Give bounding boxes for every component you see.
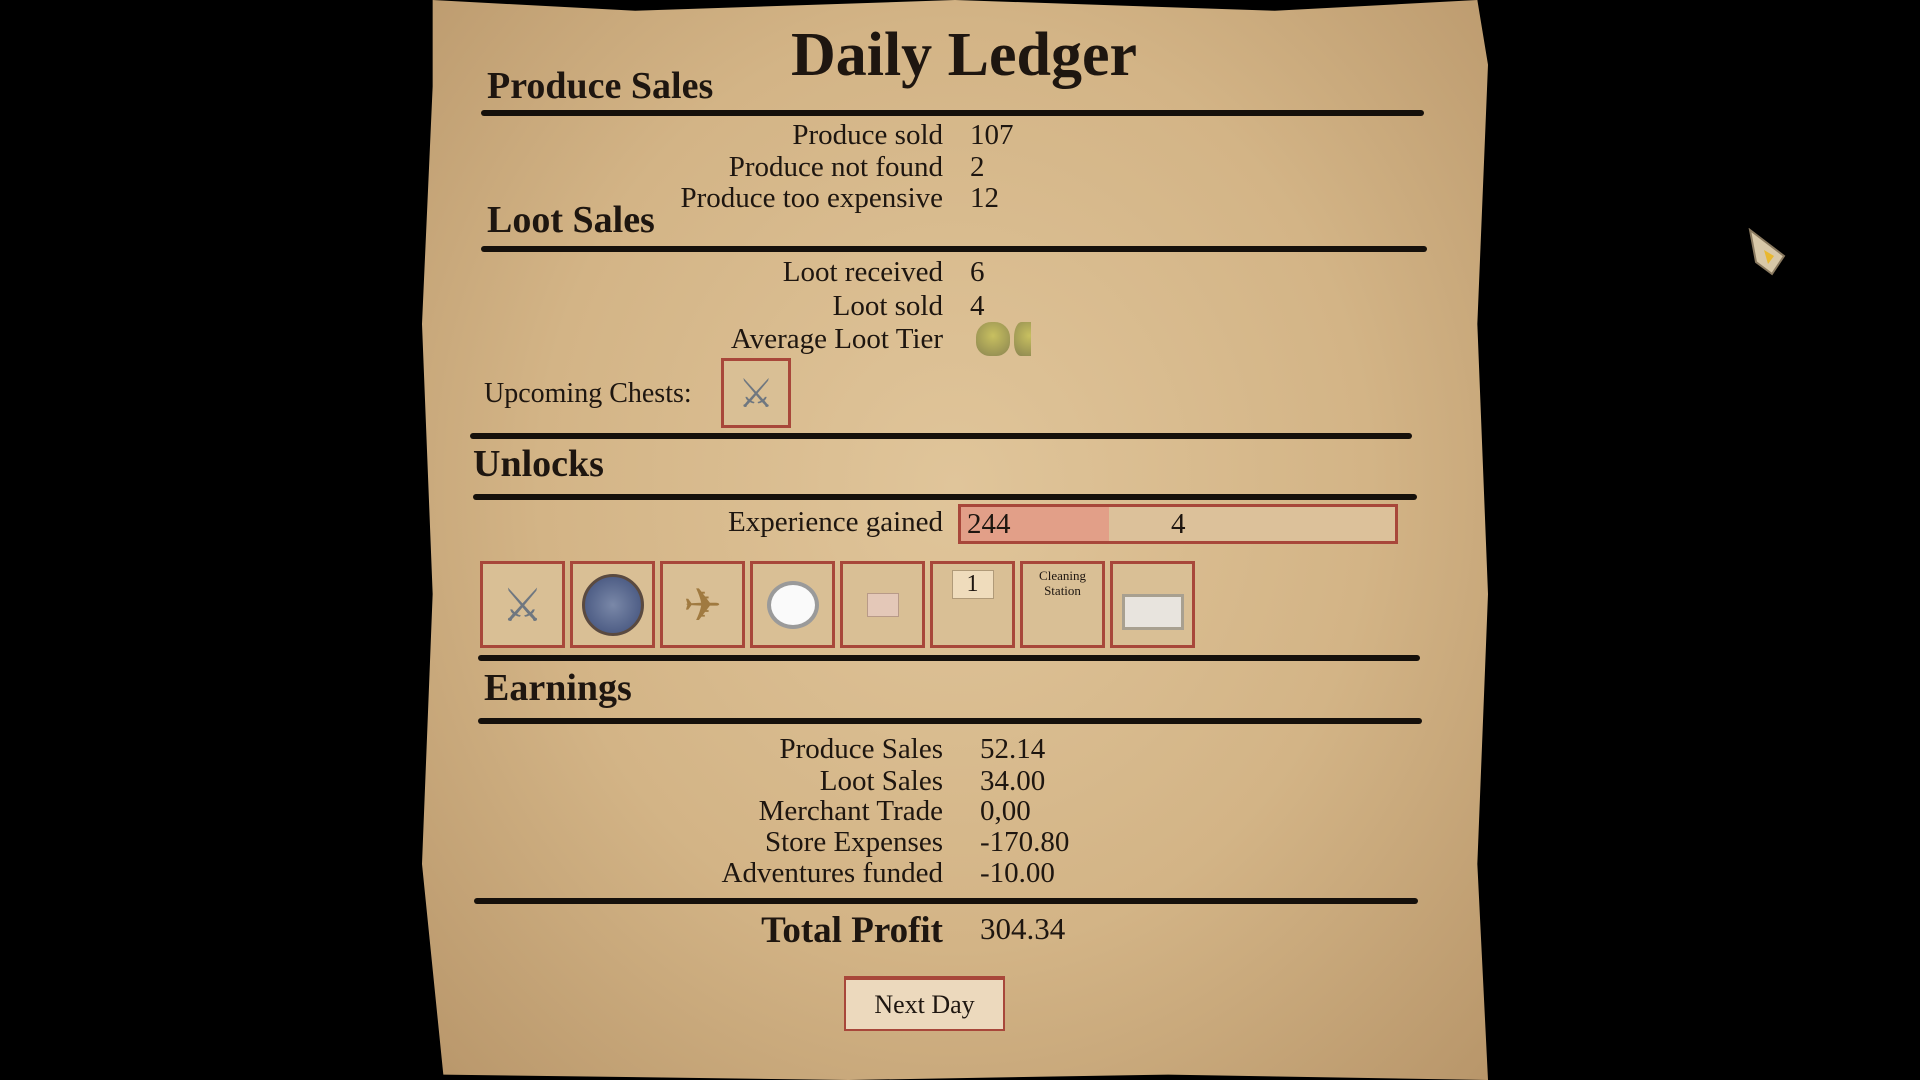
earnings-expenses-label: Store Expenses [765,826,943,858]
earnings-expenses-value: -170.80 [980,826,1070,858]
total-profit-label: Total Profit [761,910,943,951]
fish-icon: ✈ [683,579,722,631]
divider [470,433,1412,439]
shelf-count: 1 [951,570,994,599]
loot-received-label: Loot received [782,256,943,288]
loot-sold-label: Loot sold [832,290,943,322]
bowl-icon [766,580,819,629]
unlock-slot[interactable]: ✈ [660,561,745,648]
unlock-slot[interactable]: ⚔ [480,561,565,648]
experience-bar-fill [961,507,1109,541]
unlock-slot[interactable] [570,561,655,648]
experience-value: 244 [967,508,1011,540]
cleaning-station-icon: Cleaning Station [1039,568,1086,598]
earnings-produce-label: Produce Sales [779,733,944,765]
produce-sold-label: Produce sold [792,119,943,151]
unlock-slot[interactable] [750,561,835,648]
divider [474,898,1418,904]
loot-tier-display [976,322,1031,356]
shield-icon [581,573,644,636]
crate-icon [1121,593,1184,630]
unlock-slot[interactable] [840,561,925,648]
unlocks-heading: Unlocks [473,443,604,485]
experience-label: Experience gained [728,506,943,538]
earnings-heading: Earnings [484,667,632,709]
produce-too-expensive-value: 12 [970,182,999,214]
upcoming-chest-slot[interactable]: ⚔ [721,358,791,428]
produce-not-found-value: 2 [970,151,985,183]
crossed-swords-icon: ⚔ [501,579,544,631]
stool-icon [866,592,899,617]
earnings-loot-label: Loot Sales [819,765,943,797]
loot-received-value: 6 [970,256,985,288]
earnings-loot-value: 34.00 [980,765,1046,797]
page-title: Daily Ledger [790,21,1138,89]
earnings-produce-value: 52.14 [980,733,1046,765]
cursor-icon [1748,227,1788,278]
coin-bag-icon [1014,322,1031,356]
produce-heading: Produce Sales [487,65,714,107]
divider [473,494,1417,500]
average-loot-tier-label: Average Loot Tier [730,323,943,355]
earnings-merchant-value: 0,00 [980,795,1031,827]
total-profit-value: 304.34 [980,911,1066,946]
loot-sold-value: 4 [970,290,985,322]
coin-bag-icon [976,322,1010,356]
experience-level: 4 [1171,508,1186,540]
unlock-slot[interactable] [1110,561,1195,648]
experience-bar: 244 4 [958,504,1398,544]
earnings-adventures-label: Adventures funded [721,857,943,889]
earnings-adventures-value: -10.00 [980,857,1055,889]
unlock-slot[interactable]: Cleaning Station [1020,561,1105,648]
earnings-merchant-label: Merchant Trade [758,795,943,827]
next-day-button[interactable]: Next Day [844,976,1005,1031]
loot-heading: Loot Sales [487,199,655,241]
crossed-swords-icon: ⚔ [738,370,774,416]
divider [478,718,1422,724]
upcoming-chests-label: Upcoming Chests: [484,378,692,409]
produce-sold-value: 107 [970,119,1014,151]
divider [481,110,1424,116]
divider [478,655,1420,661]
unlock-slot[interactable]: 1 [930,561,1015,648]
divider [481,246,1427,252]
produce-too-expensive-label: Produce too expensive [680,182,943,214]
produce-not-found-label: Produce not found [728,151,943,183]
